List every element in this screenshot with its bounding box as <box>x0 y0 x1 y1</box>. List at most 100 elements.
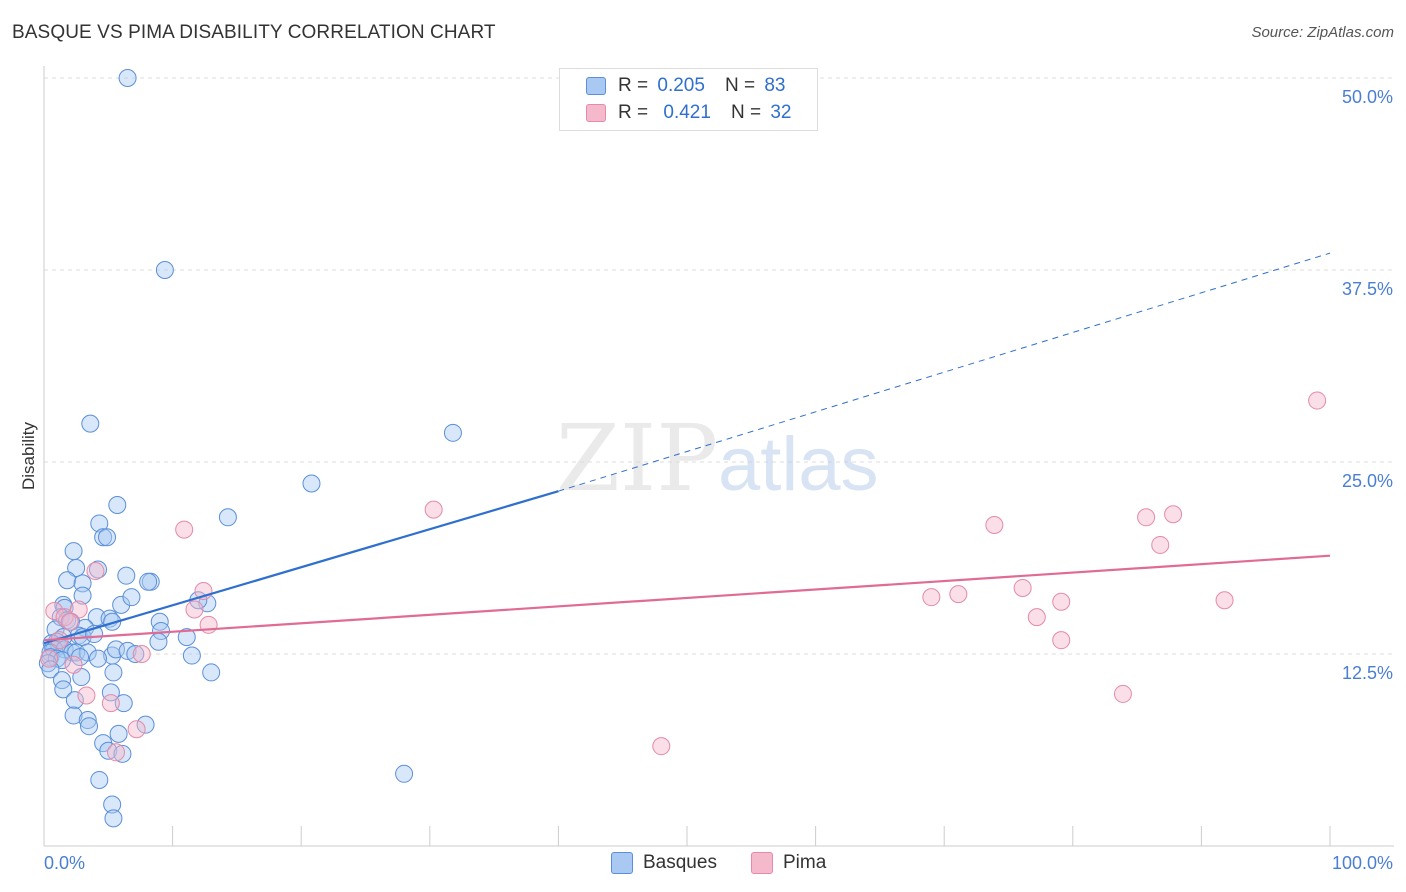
point-pima-4 <box>1137 508 1156 527</box>
point-basques-2 <box>81 414 100 433</box>
x-tick-label-1: 100.0% <box>1332 853 1393 873</box>
y-tick-label-0: 12.5% <box>1342 663 1393 683</box>
legend-swatch-basques <box>586 77 606 95</box>
tick-labels: 12.5% 25.0% 37.5% 50.0% 0.0% 100.0% <box>44 87 1393 873</box>
gridlines <box>44 77 1394 655</box>
point-basques-79 <box>126 645 145 663</box>
point-basques-53 <box>177 628 196 647</box>
trendline-basques-extension <box>558 252 1331 492</box>
point-pima-23 <box>40 649 59 668</box>
legend-label-pima: Pima <box>783 852 827 873</box>
point-pima-10 <box>949 585 968 604</box>
point-basques-59 <box>53 671 72 690</box>
point-pima-12 <box>1052 592 1071 611</box>
y-axis-label: Disability <box>19 421 38 490</box>
axes <box>43 66 1394 847</box>
point-basques-74 <box>103 795 122 814</box>
legend-label-basques: Basques <box>643 852 717 873</box>
point-pima-29 <box>652 737 671 756</box>
x-tick-label-0: 0.0% <box>44 853 85 873</box>
legend-row-pima: R = 0.421 N = 32 <box>586 101 791 125</box>
point-basques-68 <box>109 724 128 743</box>
y-tick-label-2: 37.5% <box>1342 279 1393 299</box>
point-basques-71 <box>113 744 132 763</box>
point-pima-14 <box>45 601 64 620</box>
y-tick-label-1: 25.0% <box>1342 471 1393 491</box>
legend-swatch-pima <box>751 852 773 874</box>
legend-r-label: R = <box>618 102 649 123</box>
point-basques-54 <box>182 646 201 665</box>
point-pima-30 <box>107 743 126 762</box>
y-tick-label-3: 50.0% <box>1342 87 1393 107</box>
point-pima-22 <box>132 645 151 663</box>
point-basques-1 <box>155 261 174 279</box>
point-pima-24 <box>64 655 83 674</box>
point-pima-3 <box>985 515 1004 534</box>
point-basques-51 <box>107 640 126 659</box>
point-basques-61 <box>101 683 120 702</box>
point-pima-21 <box>60 612 79 631</box>
point-pima-9 <box>922 588 941 607</box>
series-legend: Basques Pima <box>0 852 1406 876</box>
point-basques-0 <box>118 69 137 87</box>
point-basques-10 <box>64 542 83 561</box>
point-pima-7 <box>86 562 105 581</box>
point-basques-73 <box>395 764 414 783</box>
legend-r-value: 0.205 <box>657 75 705 96</box>
trendlines <box>43 252 1331 645</box>
legend-n-label: N = <box>730 102 762 123</box>
watermark: ZIP atlas <box>556 405 879 512</box>
point-basques-75 <box>104 809 123 828</box>
point-basques-5 <box>108 496 127 515</box>
point-pima-6 <box>1151 535 1170 554</box>
legend-row-basques: R = 0.205 N = 83 <box>586 74 785 98</box>
point-basques-13 <box>58 571 77 590</box>
point-basques-4 <box>302 474 321 493</box>
point-pima-25 <box>77 686 96 705</box>
point-basques-6 <box>218 508 237 527</box>
legend-r-value: 0.421 <box>663 102 711 123</box>
point-basques-66 <box>80 717 99 736</box>
point-pima-0 <box>1308 391 1327 410</box>
series-basques <box>38 69 462 828</box>
point-basques-62 <box>65 691 84 710</box>
point-pima-15 <box>69 600 88 619</box>
point-basques-29 <box>150 612 169 631</box>
legend-n-value: 83 <box>764 75 786 96</box>
point-basques-81 <box>122 588 141 607</box>
point-pima-2 <box>175 520 194 539</box>
legend-n-label: N = <box>724 75 756 96</box>
point-basques-82 <box>149 632 168 651</box>
point-basques-16 <box>139 572 158 591</box>
point-basques-65 <box>78 711 97 730</box>
point-basques-28 <box>103 612 122 631</box>
legend-r-label: R = <box>618 75 649 96</box>
point-pima-1 <box>424 500 443 519</box>
point-pima-18 <box>1027 608 1046 627</box>
point-basques-63 <box>114 694 133 713</box>
watermark-atlas: atlas <box>718 422 879 507</box>
trendline-pima <box>43 554 1331 642</box>
point-basques-60 <box>54 680 73 699</box>
point-basques-14 <box>117 566 136 585</box>
point-basques-18 <box>73 586 92 605</box>
legend-n-value: 32 <box>770 102 792 123</box>
point-basques-67 <box>136 715 155 734</box>
point-pima-26 <box>101 694 120 713</box>
point-pima-19 <box>1052 631 1071 650</box>
point-basques-7 <box>90 514 109 533</box>
legend-item-pima: Pima <box>751 852 826 874</box>
legend-item-basques: Basques <box>611 852 717 874</box>
point-basques-9 <box>98 528 117 547</box>
point-pima-28 <box>127 720 146 739</box>
point-basques-17 <box>73 574 92 593</box>
point-pima-16 <box>185 600 204 619</box>
point-pima-13 <box>1215 591 1234 610</box>
point-pima-11 <box>1013 578 1032 597</box>
point-basques-57 <box>104 663 123 682</box>
series-pima <box>40 391 1327 762</box>
point-basques-3 <box>443 423 462 442</box>
source-label: Source: ZipAtlas.com <box>1251 24 1394 41</box>
point-basques-58 <box>202 663 221 682</box>
point-pima-5 <box>1164 505 1183 524</box>
